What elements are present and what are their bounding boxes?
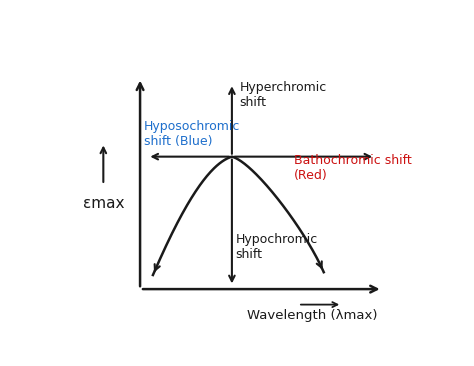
Text: εmax: εmax [82,196,124,211]
Text: Hyperchromic
shift: Hyperchromic shift [239,81,327,109]
Text: Hyposochromic
shift (Blue): Hyposochromic shift (Blue) [144,120,240,148]
Text: Wavelength (λmax): Wavelength (λmax) [246,309,377,322]
Text: Hypochromic
shift: Hypochromic shift [236,233,318,261]
Text: Bathochromic shift
(Red): Bathochromic shift (Red) [294,154,412,182]
